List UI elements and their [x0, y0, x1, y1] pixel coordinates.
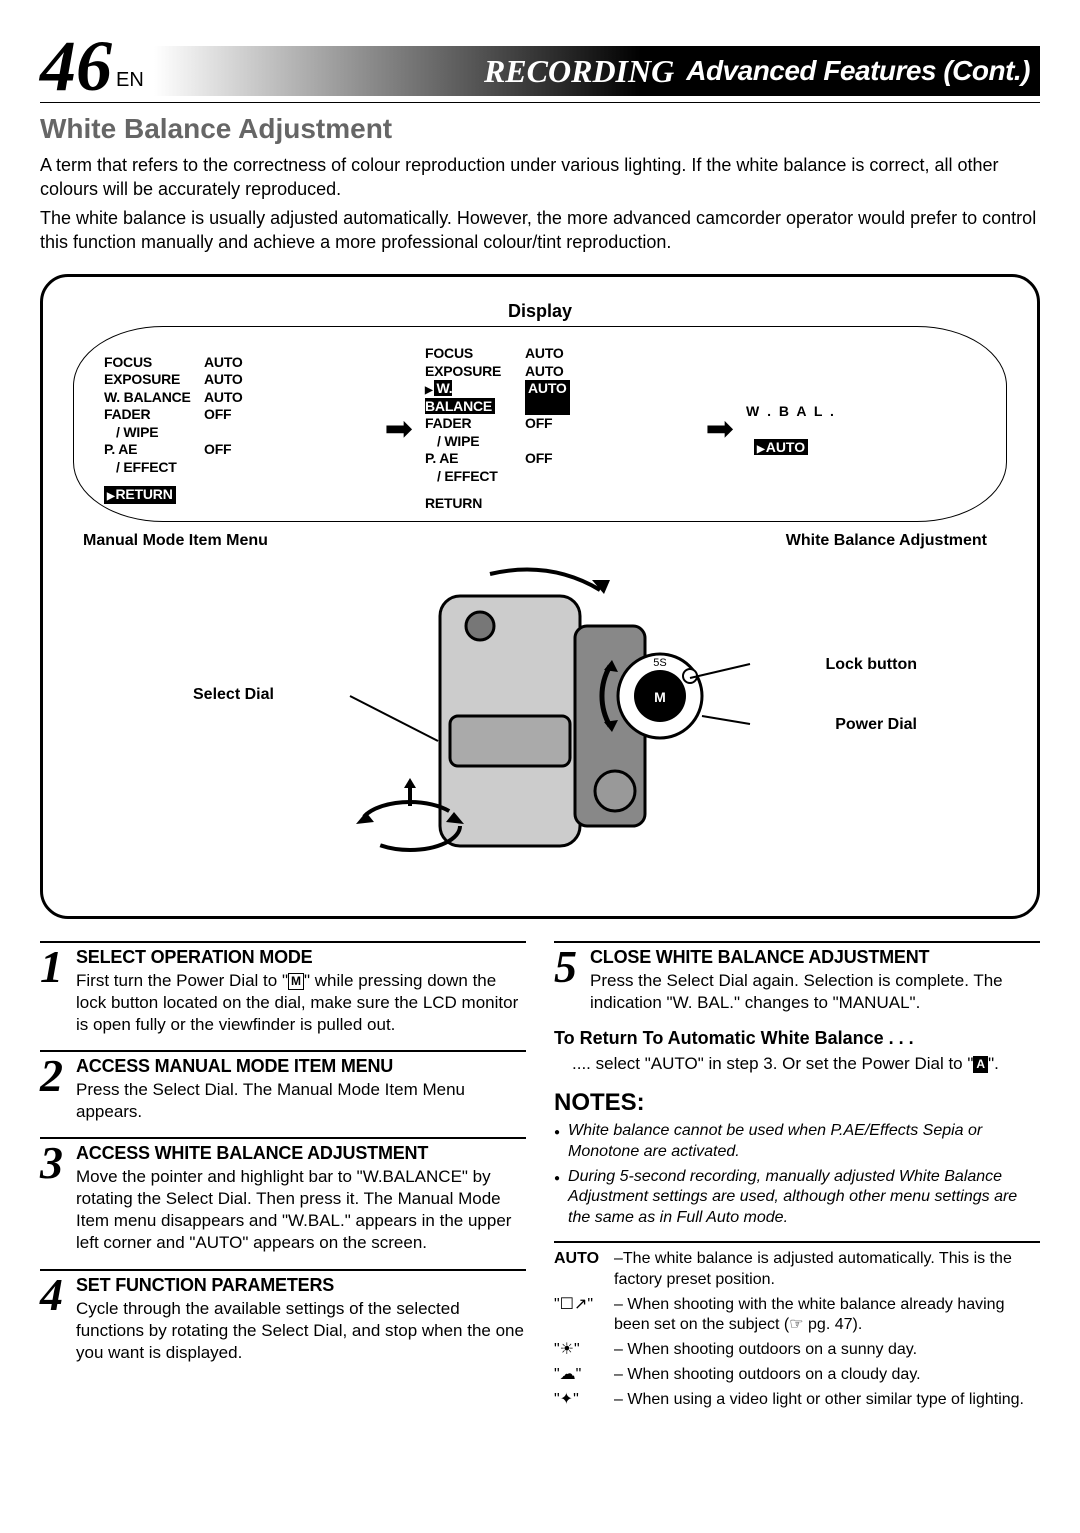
select-dial-label: Select Dial	[193, 686, 274, 704]
step-3: 3 ACCESS WHITE BALANCE ADJUSTMENT Move t…	[40, 1137, 526, 1254]
display-title: Display	[73, 301, 1007, 322]
header-advanced: Advanced Features (Cont.)	[686, 55, 1030, 87]
menu-panel-2: FOCUSAUTO EXPOSUREAUTO W. BALANCEAUTO FA…	[425, 345, 694, 513]
return-label: RETURN	[104, 486, 176, 504]
step-number: 4	[40, 1275, 76, 1364]
display-diagram: Display FOCUSAUTO EXPOSUREAUTO W. BALANC…	[40, 274, 1040, 919]
step-number: 1	[40, 947, 76, 1036]
step-text: Press the Select Dial again. Selection i…	[590, 970, 1040, 1014]
arrow-icon: ➡	[706, 409, 735, 449]
right-column: 5 CLOSE WHITE BALANCE ADJUSTMENT Press t…	[554, 941, 1040, 1415]
mode-sunny: "☀" – When shooting outdoors on a sunny …	[554, 1340, 1040, 1361]
mode-cloudy: "☁" – When shooting outdoors on a cloudy…	[554, 1365, 1040, 1386]
display-row: FOCUSAUTO EXPOSUREAUTO W. BALANCEAUTO FA…	[73, 326, 1007, 522]
mode-manual-wb: "☐↗" – When shooting with the white bala…	[554, 1295, 1040, 1337]
notes-title: NOTES:	[554, 1089, 1040, 1117]
power-dial-label: Power Dial	[835, 716, 917, 734]
m-mode-icon: M	[288, 973, 304, 991]
step-1: 1 SELECT OPERATION MODE First turn the P…	[40, 941, 526, 1036]
step-number: 3	[40, 1143, 76, 1254]
intro-p2: The white balance is usually adjusted au…	[40, 206, 1040, 255]
step-5: 5 CLOSE WHITE BALANCE ADJUSTMENT Press t…	[554, 941, 1040, 1014]
note-item: During 5-second recording, manually adju…	[554, 1167, 1040, 1229]
step-title: SELECT OPERATION MODE	[76, 947, 526, 968]
header-banner: RECORDING Advanced Features (Cont.)	[154, 46, 1040, 96]
step-title: CLOSE WHITE BALANCE ADJUSTMENT	[590, 947, 1040, 968]
display-captions: Manual Mode Item Menu White Balance Adju…	[73, 532, 1007, 550]
step-title: ACCESS WHITE BALANCE ADJUSTMENT	[76, 1143, 526, 1164]
mode-auto: AUTO –The white balance is adjusted auto…	[554, 1249, 1040, 1291]
header-recording: RECORDING	[484, 53, 674, 90]
step-number: 5	[554, 947, 590, 1014]
left-column: 1 SELECT OPERATION MODE First turn the P…	[40, 941, 526, 1415]
page-header: 46 EN RECORDING Advanced Features (Cont.…	[40, 30, 1040, 103]
step-text: Move the pointer and highlight bar to "W…	[76, 1166, 526, 1254]
menu-panel-1: FOCUSAUTO EXPOSUREAUTO W. BALANCEAUTO FA…	[104, 354, 373, 504]
step-4: 4 SET FUNCTION PARAMETERS Cycle through …	[40, 1269, 526, 1364]
a-mode-icon: A	[973, 1056, 988, 1074]
intro-p1: A term that refers to the correctness of…	[40, 153, 1040, 202]
divider	[554, 1241, 1040, 1243]
note-item: White balance cannot be used when P.AE/E…	[554, 1121, 1040, 1163]
return-auto-heading: To Return To Automatic White Balance . .…	[554, 1028, 1040, 1049]
camera-icon: 5S M A	[320, 566, 760, 886]
wbal-header: W . B A L .	[746, 402, 976, 420]
step-number: 2	[40, 1056, 76, 1123]
lock-button-label: Lock button	[825, 656, 917, 674]
section-title: White Balance Adjustment	[40, 113, 1040, 145]
page-number: 46	[40, 30, 112, 102]
step-2: 2 ACCESS MANUAL MODE ITEM MENU Press the…	[40, 1050, 526, 1123]
step-title: SET FUNCTION PARAMETERS	[76, 1275, 526, 1296]
mode-halogen: "✦" – When using a video light or other …	[554, 1390, 1040, 1411]
caption-left: Manual Mode Item Menu	[83, 532, 757, 550]
arrow-icon: ➡	[385, 409, 414, 449]
step-text: Cycle through the available settings of …	[76, 1298, 526, 1364]
svg-text:M: M	[654, 689, 666, 705]
step-text: Press the Select Dial. The Manual Mode I…	[76, 1079, 526, 1123]
step-title: ACCESS MANUAL MODE ITEM MENU	[76, 1056, 526, 1077]
page-lang: EN	[116, 69, 144, 92]
steps-columns: 1 SELECT OPERATION MODE First turn the P…	[40, 941, 1040, 1415]
wbal-value: AUTO	[754, 439, 808, 455]
caption-right: White Balance Adjustment	[757, 532, 997, 550]
svg-text:5S: 5S	[653, 657, 666, 669]
wbal-panel: W . B A L . AUTO	[746, 402, 976, 456]
return-auto-text: .... select "AUTO" in step 3. Or set the…	[554, 1053, 1040, 1075]
intro-text: A term that refers to the correctness of…	[40, 153, 1040, 254]
svg-text:A: A	[638, 713, 647, 727]
camera-diagram: Select Dial Lock button Power Dial 5S M …	[73, 566, 1007, 896]
return-label: RETURN	[425, 495, 482, 513]
step-text: First turn the Power Dial to "M" while p…	[76, 970, 526, 1036]
